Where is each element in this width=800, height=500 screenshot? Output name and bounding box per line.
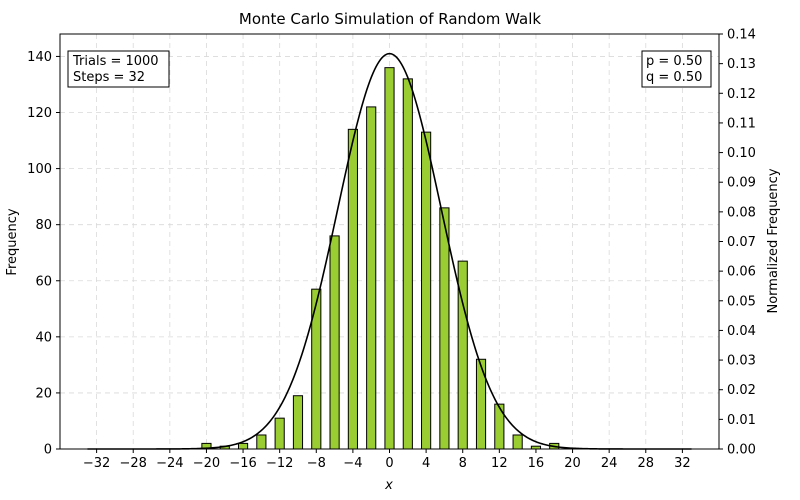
y-tick-label: 140 xyxy=(27,50,52,65)
x-tick-label: −16 xyxy=(229,456,256,471)
y-right-tick-label: 0.10 xyxy=(727,146,756,161)
y-right-tick-label: 0.13 xyxy=(727,57,756,72)
y-right-tick-label: 0.06 xyxy=(727,265,756,280)
annotation-box-right: p = 0.50 q = 0.50 xyxy=(641,50,712,88)
y-tick-label: 0 xyxy=(44,443,52,458)
y-tick-label: 80 xyxy=(35,218,52,233)
x-tick-label: 20 xyxy=(564,456,581,471)
y-right-tick-label: 0.00 xyxy=(727,443,756,458)
y-right-tick-label: 0.01 xyxy=(727,413,756,428)
y-tick-label: 120 xyxy=(27,106,52,121)
x-axis-ticks: −32 −28 −24 −20 −16 −12 −8 −4 0 4 8 12 16 20 24 28 32 xyxy=(83,449,691,471)
annotation-trials: Trials = 1000 xyxy=(72,54,159,69)
x-tick-label: 0 xyxy=(385,456,393,471)
y-axis-label: Frequency xyxy=(5,208,20,275)
y-tick-label: 20 xyxy=(35,386,52,401)
y-right-tick-label: 0.03 xyxy=(727,354,756,369)
y-right-tick-label: 0.07 xyxy=(727,235,756,250)
y-right-tick-label: 0.08 xyxy=(727,205,756,220)
y-right-tick-label: 0.09 xyxy=(727,176,756,191)
histogram-bar xyxy=(366,106,377,450)
x-tick-label: −20 xyxy=(193,456,220,471)
annotation-p: p = 0.50 xyxy=(646,54,702,69)
x-tick-label: 12 xyxy=(491,456,508,471)
histogram-bars xyxy=(201,67,560,450)
histogram-bar xyxy=(384,67,395,450)
y-right-tick-label: 0.11 xyxy=(727,116,756,131)
histogram-bar xyxy=(274,417,285,450)
histogram-bar xyxy=(512,434,523,450)
x-tick-label: 32 xyxy=(674,456,691,471)
histogram-bar xyxy=(256,434,267,450)
x-tick-label: −4 xyxy=(343,456,362,471)
annotation-box-left: Trials = 1000 Steps = 32 xyxy=(67,50,170,88)
x-tick-label: 16 xyxy=(528,456,545,471)
x-tick-label: −12 xyxy=(266,456,293,471)
histogram-bar xyxy=(329,235,340,450)
annotation-q: q = 0.50 xyxy=(646,70,702,85)
x-tick-label: 24 xyxy=(601,456,618,471)
y-right-tick-label: 0.12 xyxy=(727,87,756,102)
y-tick-label: 100 xyxy=(27,162,52,177)
x-tick-label: 4 xyxy=(422,456,430,471)
y-tick-label: 40 xyxy=(35,330,52,345)
x-tick-label: 8 xyxy=(459,456,467,471)
y-right-tick-label: 0.04 xyxy=(727,324,756,339)
x-tick-label: 28 xyxy=(638,456,655,471)
histogram-bar xyxy=(439,207,450,450)
annotation-steps: Steps = 32 xyxy=(73,70,145,85)
x-tick-label: −32 xyxy=(83,456,110,471)
histogram-bar xyxy=(494,403,505,450)
x-tick-label: −28 xyxy=(120,456,147,471)
y-tick-label: 60 xyxy=(35,274,52,289)
y-axis-ticks: 0 20 40 60 80 100 120 140 xyxy=(27,50,60,458)
x-tick-label: −24 xyxy=(156,456,183,471)
y-right-tick-label: 0.05 xyxy=(727,294,756,309)
y-axis-right-ticks: 0.00 0.01 0.02 0.03 0.04 0.05 0.06 0.07 0.08 0.09… xyxy=(719,28,756,458)
x-tick-label: −8 xyxy=(307,456,326,471)
y-right-tick-label: 0.14 xyxy=(727,28,756,43)
x-axis-label: x xyxy=(384,478,393,493)
histogram-bar xyxy=(292,395,304,450)
histogram-bar xyxy=(421,131,432,450)
histogram-bar xyxy=(237,442,249,450)
chart-title: Monte Carlo Simulation of Random Walk xyxy=(239,10,541,28)
histogram-bar xyxy=(347,128,358,450)
y-axis-right-label: Normalized Frequency xyxy=(766,168,781,313)
y-right-tick-label: 0.02 xyxy=(727,383,756,398)
histogram-bar xyxy=(402,78,413,450)
